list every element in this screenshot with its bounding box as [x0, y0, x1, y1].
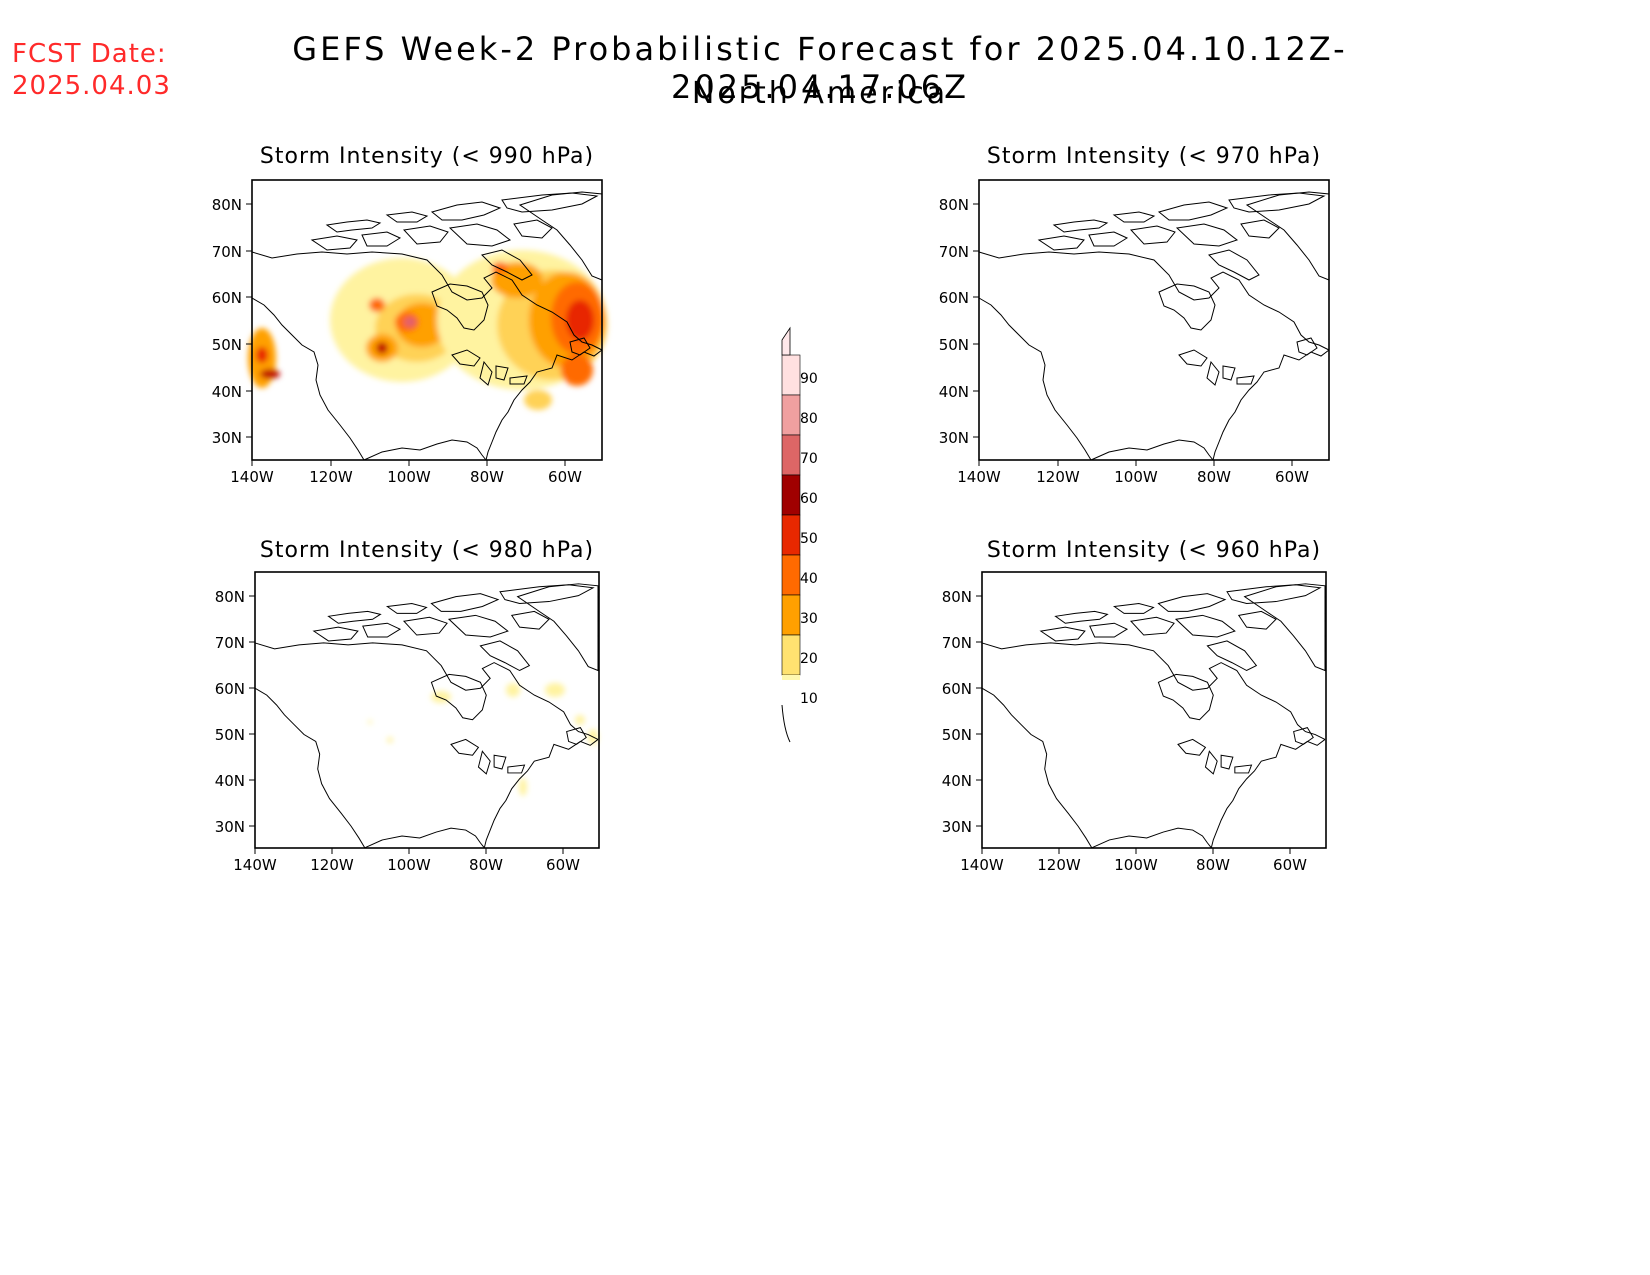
lat-tick-label: 80N	[942, 588, 972, 606]
lat-labels-980: 80N 70N 60N 50N 40N 30N	[215, 588, 245, 836]
forecast-date-heading: FCST Date:	[12, 39, 167, 69]
lat-tick-label: 70N	[215, 634, 245, 652]
colorbar-labels: 90 80 70 60 50 40 30 20 10	[800, 371, 818, 707]
panel-990	[246, 179, 607, 466]
panel-960-ticks	[976, 595, 1291, 854]
lat-tick-label: 30N	[939, 429, 969, 447]
lon-tick-label: 100W	[1114, 856, 1158, 874]
lat-tick-label: 80N	[212, 196, 242, 214]
colorbar-label-10: 10	[800, 691, 818, 707]
colorbar-box	[781, 394, 801, 436]
panel-970-ticks	[973, 203, 1293, 466]
lat-tick-label: 30N	[942, 818, 972, 836]
lat-tick-label: 40N	[212, 383, 242, 401]
lon-tick-label: 60W	[1273, 856, 1307, 874]
lat-tick-label: 60N	[942, 680, 972, 698]
lon-tick-label: 140W	[233, 856, 277, 874]
colorbar-label-20: 20	[800, 651, 818, 667]
lat-tick-label: 70N	[212, 243, 242, 261]
lon-tick-label: 80W	[1197, 468, 1231, 486]
lat-tick-label: 70N	[942, 634, 972, 652]
colorbar-label-50: 50	[800, 531, 818, 547]
colorbar-bottom-cap	[781, 704, 791, 743]
panel-980	[249, 571, 600, 854]
lat-tick-label: 70N	[939, 243, 969, 261]
colorbar-top-cap	[781, 326, 791, 356]
lon-tick-label: 80W	[1196, 856, 1230, 874]
panel-title-970: Storm Intensity (< 970 hPa)	[987, 144, 1321, 169]
colorbar-box	[781, 594, 801, 636]
panel-title-990: Storm Intensity (< 990 hPa)	[260, 144, 594, 169]
lon-tick-label: 100W	[387, 856, 431, 874]
colorbar-label-30: 30	[800, 611, 818, 627]
panel-980-shading	[368, 683, 598, 796]
panel-title-960: Storm Intensity (< 960 hPa)	[987, 538, 1321, 563]
lat-tick-label: 50N	[212, 336, 242, 354]
lon-tick-label: 120W	[309, 468, 353, 486]
lat-tick-label: 50N	[215, 726, 245, 744]
lon-tick-label: 120W	[1036, 468, 1080, 486]
lon-tick-label: 120W	[1037, 856, 1081, 874]
panel-970	[973, 179, 1330, 466]
lon-tick-label: 60W	[1275, 468, 1309, 486]
lon-labels-990: 140W 120W 100W 80W 60W	[230, 468, 582, 486]
lat-tick-label: 50N	[942, 726, 972, 744]
lat-labels-990: 80N 70N 60N 50N 40N 30N	[212, 196, 242, 447]
colorbar-box	[781, 354, 801, 396]
panel-990-shading	[248, 250, 607, 410]
colorbar-box	[781, 474, 801, 516]
panel-title-980: Storm Intensity (< 980 hPa)	[260, 538, 594, 563]
lon-tick-label: 140W	[957, 468, 1001, 486]
lat-tick-label: 30N	[212, 429, 242, 447]
colorbar-label-60: 60	[800, 491, 818, 507]
colorbar-box	[781, 634, 801, 676]
lat-labels-960: 80N 70N 60N 50N 40N 30N	[942, 588, 972, 836]
lat-tick-label: 80N	[215, 588, 245, 606]
lat-tick-label: 40N	[942, 772, 972, 790]
lon-tick-label: 140W	[230, 468, 274, 486]
lon-tick-label: 80W	[470, 468, 504, 486]
lat-tick-label: 50N	[939, 336, 969, 354]
page-title: GEFS Week-2 Probabilistic Forecast for 2…	[292, 30, 1348, 106]
lat-tick-label: 60N	[215, 680, 245, 698]
lat-tick-label: 80N	[939, 196, 969, 214]
lat-labels-970: 80N 70N 60N 50N 40N 30N	[939, 196, 969, 447]
colorbar-box	[781, 554, 801, 596]
colorbar-box	[781, 514, 801, 556]
lon-tick-label: 100W	[387, 468, 431, 486]
lon-tick-label: 60W	[548, 468, 582, 486]
lat-tick-label: 60N	[939, 289, 969, 307]
lon-tick-label: 120W	[310, 856, 354, 874]
lon-tick-label: 100W	[1114, 468, 1158, 486]
lat-tick-label: 60N	[212, 289, 242, 307]
lat-tick-label: 40N	[215, 772, 245, 790]
colorbar: 90 80 70 60 50 40 30 20 10	[781, 326, 818, 743]
region-subtitle: North America	[691, 76, 949, 111]
forecast-date-value: 2025.04.03	[12, 71, 171, 101]
lon-labels-970: 140W 120W 100W 80W 60W	[957, 468, 1309, 486]
lon-labels-980: 140W 120W 100W 80W 60W	[233, 856, 580, 874]
panel-980-ticks	[249, 595, 564, 854]
colorbar-boxes	[781, 354, 801, 680]
lon-tick-label: 140W	[960, 856, 1004, 874]
colorbar-label-90: 90	[800, 371, 818, 387]
colorbar-label-70: 70	[800, 451, 818, 467]
lon-tick-label: 60W	[546, 856, 580, 874]
colorbar-box	[782, 675, 800, 680]
lat-tick-label: 30N	[215, 818, 245, 836]
panel-960	[976, 571, 1327, 854]
lon-tick-label: 80W	[469, 856, 503, 874]
colorbar-label-40: 40	[800, 571, 818, 587]
colorbar-box	[781, 434, 801, 476]
forecast-date-label: FCST Date: 2025.04.03	[12, 38, 171, 102]
colorbar-label-80: 80	[800, 411, 818, 427]
panel-990-ticks	[246, 203, 566, 466]
lon-labels-960: 140W 120W 100W 80W 60W	[960, 856, 1307, 874]
lat-tick-label: 40N	[939, 383, 969, 401]
